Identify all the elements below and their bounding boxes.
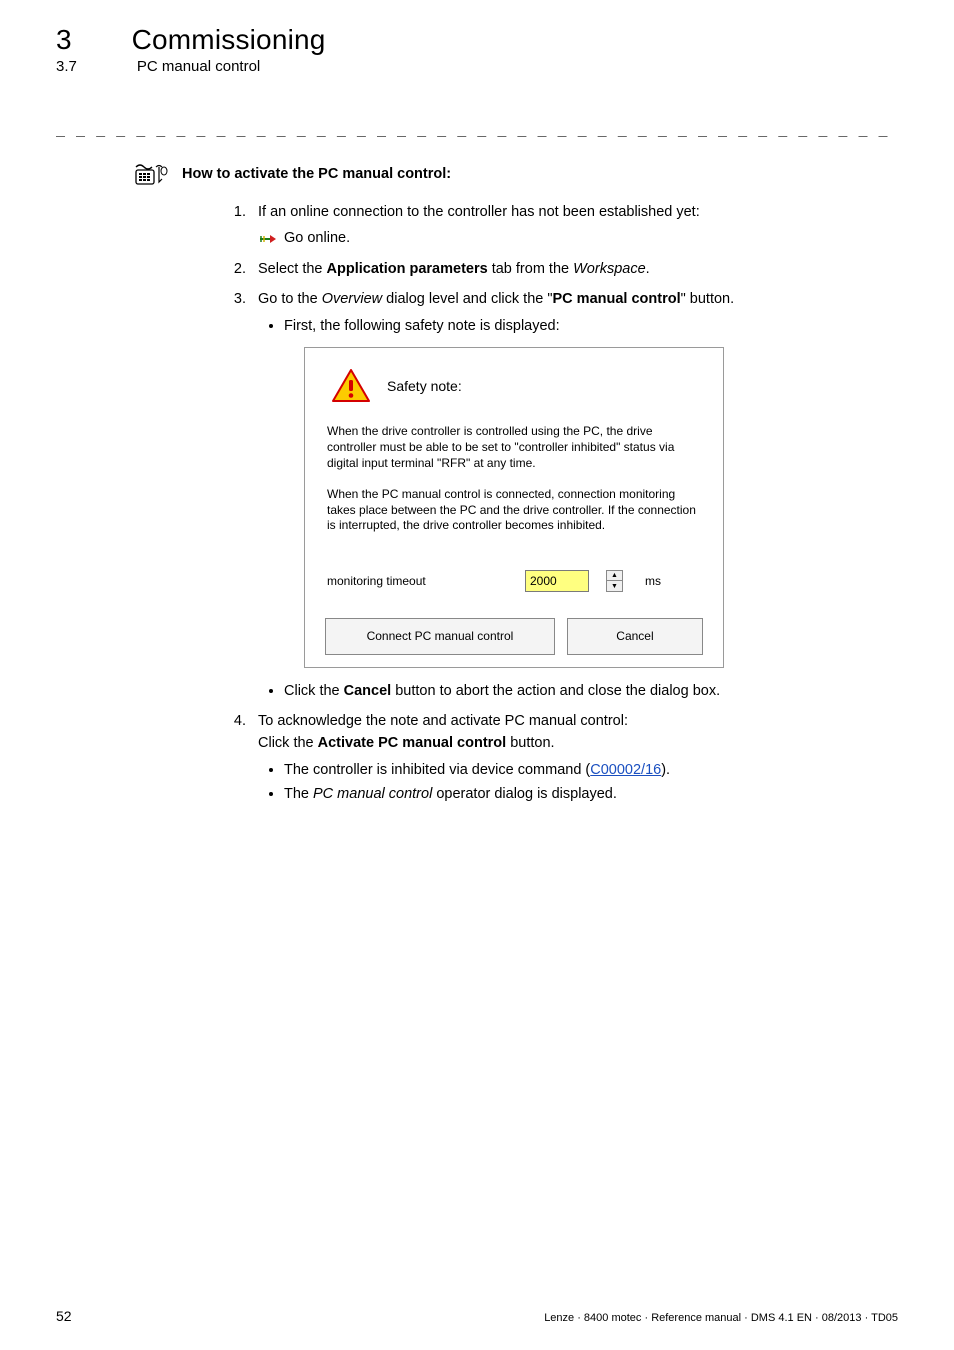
- step-4-b1-pre: The controller is inhibited via device c…: [284, 762, 590, 778]
- timeout-input[interactable]: 2000: [525, 570, 589, 592]
- spinner-up-icon[interactable]: ▲: [607, 571, 622, 582]
- section-title: PC manual control: [137, 58, 260, 75]
- step-3-b2-post: button to abort the action and close the…: [391, 683, 720, 699]
- chapter-number: 3: [56, 24, 72, 56]
- step-2-post: .: [646, 261, 650, 277]
- step-1-sub: Go online.: [284, 227, 350, 249]
- howto-title: How to activate the PC manual control:: [182, 166, 451, 182]
- section-number: 3.7: [56, 58, 77, 75]
- page-number: 52: [56, 1308, 72, 1324]
- step-4-b2-post: operator dialog is displayed.: [432, 786, 617, 802]
- step-4-b2-pre: The: [284, 786, 313, 802]
- timeout-spinner[interactable]: ▲▼: [606, 570, 623, 592]
- chapter-title: Commissioning: [132, 24, 326, 56]
- cancel-button[interactable]: Cancel: [567, 618, 703, 655]
- go-online-icon: [258, 231, 278, 247]
- step-3-ital: Overview: [322, 291, 382, 307]
- step-4: To acknowledge the note and activate PC …: [250, 710, 898, 806]
- step-4-b2-ital: PC manual control: [313, 786, 432, 802]
- step-4-l2-bold: Activate PC manual control: [318, 735, 507, 751]
- step-2: Select the Application parameters tab fr…: [250, 258, 898, 280]
- page-footer: 52 Lenze · 8400 motec · Reference manual…: [56, 1308, 898, 1324]
- step-4-line1: To acknowledge the note and activate PC …: [258, 713, 628, 729]
- step-4-l2-pre: Click the: [258, 735, 318, 751]
- step-3: Go to the Overview dialog level and clic…: [250, 288, 898, 702]
- step-2-bold: Application parameters: [327, 261, 488, 277]
- separator: _ _ _ _ _ _ _ _ _ _ _ _ _ _ _ _ _ _ _ _ …: [56, 119, 898, 137]
- step-3-bullet-2: Click the Cancel button to abort the act…: [284, 680, 898, 702]
- steps-list: If an online connection to the controlle…: [228, 201, 898, 806]
- spinner-down-icon[interactable]: ▼: [607, 581, 622, 591]
- dialog-para-2: When the PC manual control is connected,…: [305, 481, 723, 544]
- dialog-para-1: When the drive controller is controlled …: [305, 418, 723, 481]
- step-3-bold: PC manual control: [553, 291, 681, 307]
- step-1-text: If an online connection to the controlle…: [258, 204, 700, 220]
- step-3-bullet-1: First, the following safety note is disp…: [284, 315, 898, 337]
- step-3-pre: Go to the: [258, 291, 322, 307]
- safety-note-dialog: Safety note: When the drive controller i…: [304, 347, 724, 667]
- step-2-pre: Select the: [258, 261, 327, 277]
- step-3-mid: dialog level and click the ": [382, 291, 552, 307]
- timeout-label: monitoring timeout: [327, 572, 507, 591]
- connect-button[interactable]: Connect PC manual control: [325, 618, 555, 655]
- step-2-mid: tab from the: [488, 261, 573, 277]
- step-4-b1-post: ).: [661, 762, 670, 778]
- c00002-link[interactable]: C00002/16: [590, 762, 661, 778]
- step-2-ital: Workspace: [573, 261, 646, 277]
- dialog-title: Safety note:: [387, 376, 462, 398]
- timeout-unit: ms: [645, 572, 661, 591]
- step-4-bullet-2: The PC manual control operator dialog is…: [284, 783, 898, 805]
- step-3-b2-pre: Click the: [284, 683, 344, 699]
- procedure-icon: [134, 161, 172, 187]
- warning-icon: [331, 368, 371, 404]
- step-4-bullet-1: The controller is inhibited via device c…: [284, 759, 898, 781]
- step-4-l2-post: button.: [506, 735, 554, 751]
- step-3-post: " button.: [681, 291, 735, 307]
- step-1: If an online connection to the controlle…: [250, 201, 898, 250]
- step-3-b2-bold: Cancel: [344, 683, 392, 699]
- footer-meta: Lenze · 8400 motec · Reference manual · …: [544, 1312, 898, 1324]
